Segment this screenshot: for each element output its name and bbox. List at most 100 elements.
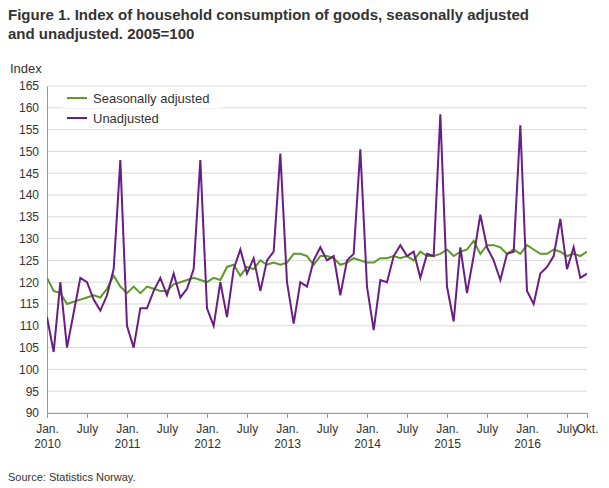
source: Source: Statistics Norway. xyxy=(8,471,136,483)
x-tick-mark xyxy=(567,413,568,418)
x-tick-label: July xyxy=(477,422,498,436)
legend-item: Unadjusted xyxy=(63,109,223,128)
x-tick-mark xyxy=(527,413,528,418)
x-tick-label: July xyxy=(557,422,578,436)
grid-line xyxy=(47,369,587,370)
x-tick-mark xyxy=(247,413,248,418)
x-tick-mark xyxy=(167,413,168,418)
y-tick: 130 xyxy=(19,232,47,246)
legend-item: Seasonally adjusted xyxy=(63,89,223,108)
x-tick-label: Jan.2016 xyxy=(514,422,541,452)
x-tick: July xyxy=(237,413,258,436)
y-tick-label: 90 xyxy=(26,406,40,420)
y-tick-label: 150 xyxy=(19,145,39,159)
x-tick: Jan.2015 xyxy=(434,413,461,451)
x-axis: Jan.2010 July Jan.2011 July Jan.2012 July Jan.… xyxy=(34,413,598,451)
y-tick: 135 xyxy=(19,210,47,224)
x-tick: July xyxy=(77,413,98,436)
grid-line xyxy=(47,216,587,217)
y-tick-label: 95 xyxy=(26,385,40,399)
y-tick-label: 120 xyxy=(19,276,39,290)
x-tick: Jan.2011 xyxy=(115,413,141,451)
y-tick: 100 xyxy=(19,363,47,377)
y-tick: 90 xyxy=(26,406,47,420)
x-tick-label: July xyxy=(237,422,258,436)
x-tick-mark xyxy=(87,413,88,418)
grid-line xyxy=(47,304,587,305)
legend-label: Seasonally adjusted xyxy=(93,91,209,106)
y-tick-label: 100 xyxy=(19,363,39,377)
y-tick: 120 xyxy=(19,276,47,290)
x-tick-mark xyxy=(287,413,288,418)
grid-line xyxy=(47,151,587,152)
x-tick-mark xyxy=(367,413,368,418)
grid-line xyxy=(47,173,587,174)
y-tick-label: 115 xyxy=(20,297,39,311)
x-tick: July xyxy=(317,413,338,436)
legend-background xyxy=(63,89,223,108)
legend-background xyxy=(63,109,223,128)
x-tick: Jan.2012 xyxy=(194,413,221,451)
y-tick-label: 165 xyxy=(19,79,39,93)
series-line xyxy=(47,241,587,304)
x-tick-mark xyxy=(327,413,328,418)
x-tick: July xyxy=(397,413,418,436)
x-tick-label: Okt. xyxy=(576,422,598,436)
x-tick-mark xyxy=(487,413,488,418)
lines xyxy=(47,114,587,352)
y-tick: 115 xyxy=(20,297,47,311)
y-tick-label: 145 xyxy=(19,167,39,181)
x-tick-label: Jan.2014 xyxy=(354,422,381,452)
series-line xyxy=(47,114,587,352)
y-tick-label: 130 xyxy=(19,232,39,246)
grid-line xyxy=(47,347,587,348)
y-tick-label: 135 xyxy=(19,210,39,224)
y-axis: 9095100105110115120125130135140145150155… xyxy=(19,79,48,420)
x-tick: July xyxy=(557,413,578,436)
x-tick-label: July xyxy=(317,422,338,436)
grid-line xyxy=(47,282,587,283)
x-tick-mark xyxy=(207,413,208,418)
legend-swatch xyxy=(67,117,87,119)
x-tick: Jan.2016 xyxy=(514,413,541,451)
x-tick: Jan.2014 xyxy=(354,413,381,451)
y-tick: 160 xyxy=(19,101,47,115)
y-tick: 125 xyxy=(19,254,47,268)
x-tick: Okt. xyxy=(576,413,598,436)
y-tick: 95 xyxy=(26,385,47,399)
x-tick-label: July xyxy=(77,422,98,436)
x-tick-label: Jan.2015 xyxy=(434,422,461,452)
legend-swatch xyxy=(67,97,87,99)
y-axis-title: Index xyxy=(10,61,42,76)
grid-line xyxy=(47,86,587,87)
x-tick: Jan.2013 xyxy=(274,413,301,451)
x-tick-label: Jan.2011 xyxy=(115,422,141,452)
y-tick-label: 140 xyxy=(19,188,39,202)
x-tick-mark xyxy=(47,413,48,418)
legend-label: Unadjusted xyxy=(93,111,159,126)
title: Figure 1. Index of household consumption… xyxy=(8,6,529,42)
x-tick-label: Jan.2013 xyxy=(274,422,301,452)
y-axis-line xyxy=(47,87,48,414)
x-tick-mark xyxy=(127,413,128,418)
y-tick-label: 160 xyxy=(19,101,39,115)
x-tick-mark xyxy=(407,413,408,418)
y-tick: 140 xyxy=(19,188,47,202)
x-tick: July xyxy=(157,413,178,436)
y-tick: 145 xyxy=(19,167,47,181)
x-tick-mark xyxy=(587,413,588,418)
x-tick-label: Jan.2010 xyxy=(34,422,61,452)
y-tick-label: 125 xyxy=(19,254,39,268)
x-axis-line xyxy=(48,414,588,419)
grid-line xyxy=(47,195,587,196)
y-tick-label: 110 xyxy=(20,319,39,333)
y-tick: 165 xyxy=(19,79,47,93)
x-tick: Jan.2010 xyxy=(34,413,61,451)
y-tick: 155 xyxy=(19,123,47,137)
x-tick-label: Jan.2012 xyxy=(194,422,221,452)
grid-line xyxy=(47,238,587,239)
y-tick-label: 155 xyxy=(19,123,39,137)
plot: 9095100105110115120125130135140145150155… xyxy=(19,79,599,451)
chart: Figure 1. Index of household consumption… xyxy=(0,0,609,488)
grid xyxy=(47,86,587,413)
